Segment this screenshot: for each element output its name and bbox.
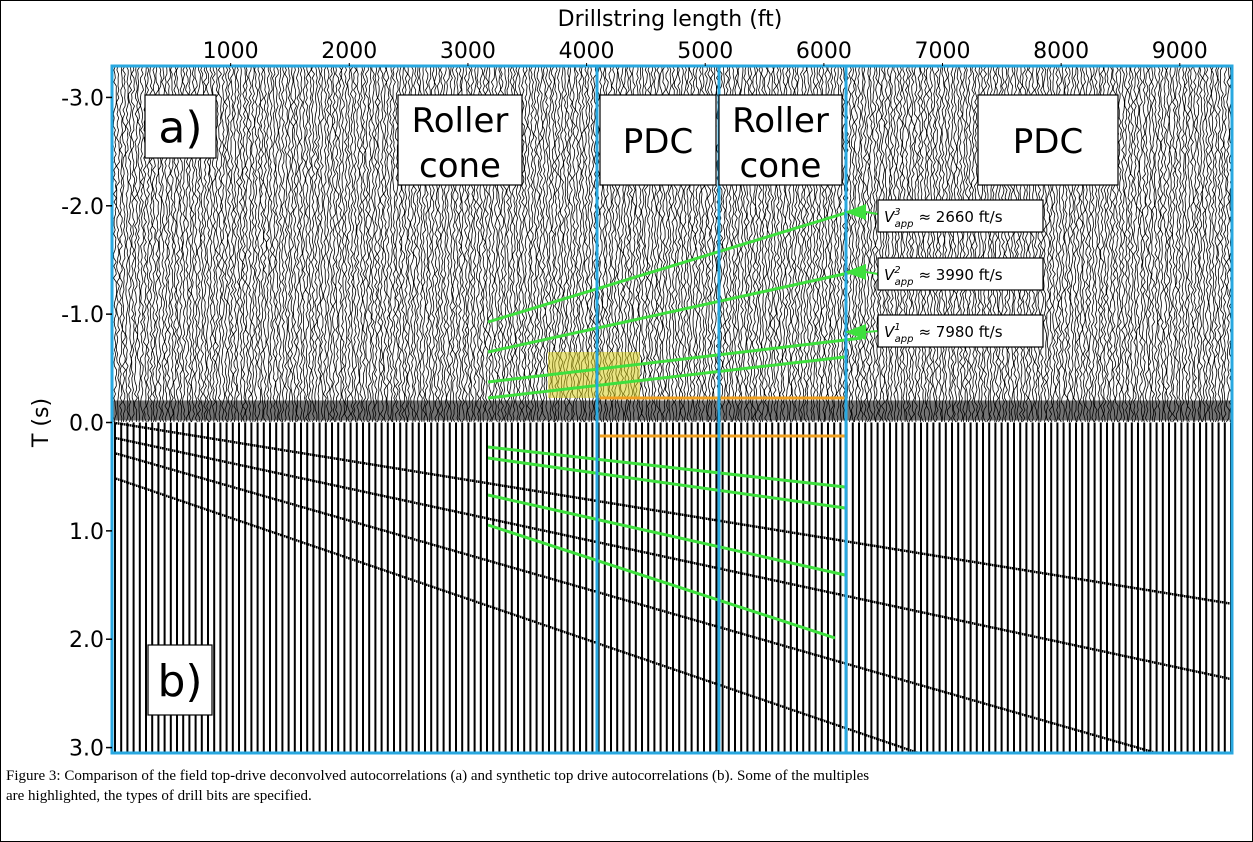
- y-tick-label: -2.0: [61, 195, 104, 220]
- caption: are highlighted, the types of drill bits…: [6, 788, 312, 804]
- y-tick-label: 3.0: [69, 737, 104, 762]
- y-tick-label: -3.0: [61, 86, 104, 111]
- synthetic-traces: [115, 423, 1231, 753]
- bit-label: PDC: [623, 122, 693, 162]
- velocity-sub: app: [895, 334, 914, 345]
- caption: Figure 3: Comparison of the field top-dr…: [6, 768, 869, 784]
- y-axis-title: T (s): [29, 398, 54, 448]
- bit-label: cone: [419, 146, 501, 186]
- bit-label: Roller: [732, 101, 829, 141]
- x-tick-label: 2000: [321, 39, 377, 64]
- x-tick-label: 3000: [440, 39, 496, 64]
- bit-label: cone: [740, 146, 822, 186]
- highlight: [548, 352, 640, 398]
- x-tick-label: 9000: [1152, 39, 1208, 64]
- x-tick-label: 8000: [1033, 39, 1089, 64]
- panel-label: b): [157, 656, 202, 707]
- figure: Drillstring length (ft) T (s) 1000 2000 3000…: [0, 0, 1253, 842]
- y-tick-label: 2.0: [69, 628, 104, 653]
- bit-label: PDC: [1013, 122, 1083, 162]
- velocity-value: ≈ 2660 ft/s: [918, 208, 1002, 226]
- y-tick-label: -1.0: [61, 303, 104, 328]
- x-tick-label: 4000: [559, 39, 615, 64]
- velocity-sup: 2: [894, 265, 900, 276]
- first-break: [112, 401, 1232, 421]
- velocity-sub: app: [895, 219, 914, 230]
- velocity-value: ≈ 7980 ft/s: [918, 323, 1002, 341]
- bit-label: Roller: [412, 101, 509, 141]
- x-tick-label: 5000: [677, 39, 733, 64]
- velocity-sup: 1: [894, 322, 900, 333]
- panel-label: a): [158, 103, 202, 154]
- y-tick-label: 0.0: [69, 412, 104, 437]
- x-tick-label: 7000: [915, 39, 971, 64]
- velocity-sup: 3: [894, 207, 900, 218]
- velocity-sub: app: [895, 277, 914, 288]
- x-tick-label: 6000: [796, 39, 852, 64]
- y-tick-label: 1.0: [69, 520, 104, 545]
- velocity-value: ≈ 3990 ft/s: [918, 266, 1002, 284]
- x-axis-title: Drillstring length (ft): [558, 7, 783, 32]
- x-tick-label: 1000: [203, 39, 259, 64]
